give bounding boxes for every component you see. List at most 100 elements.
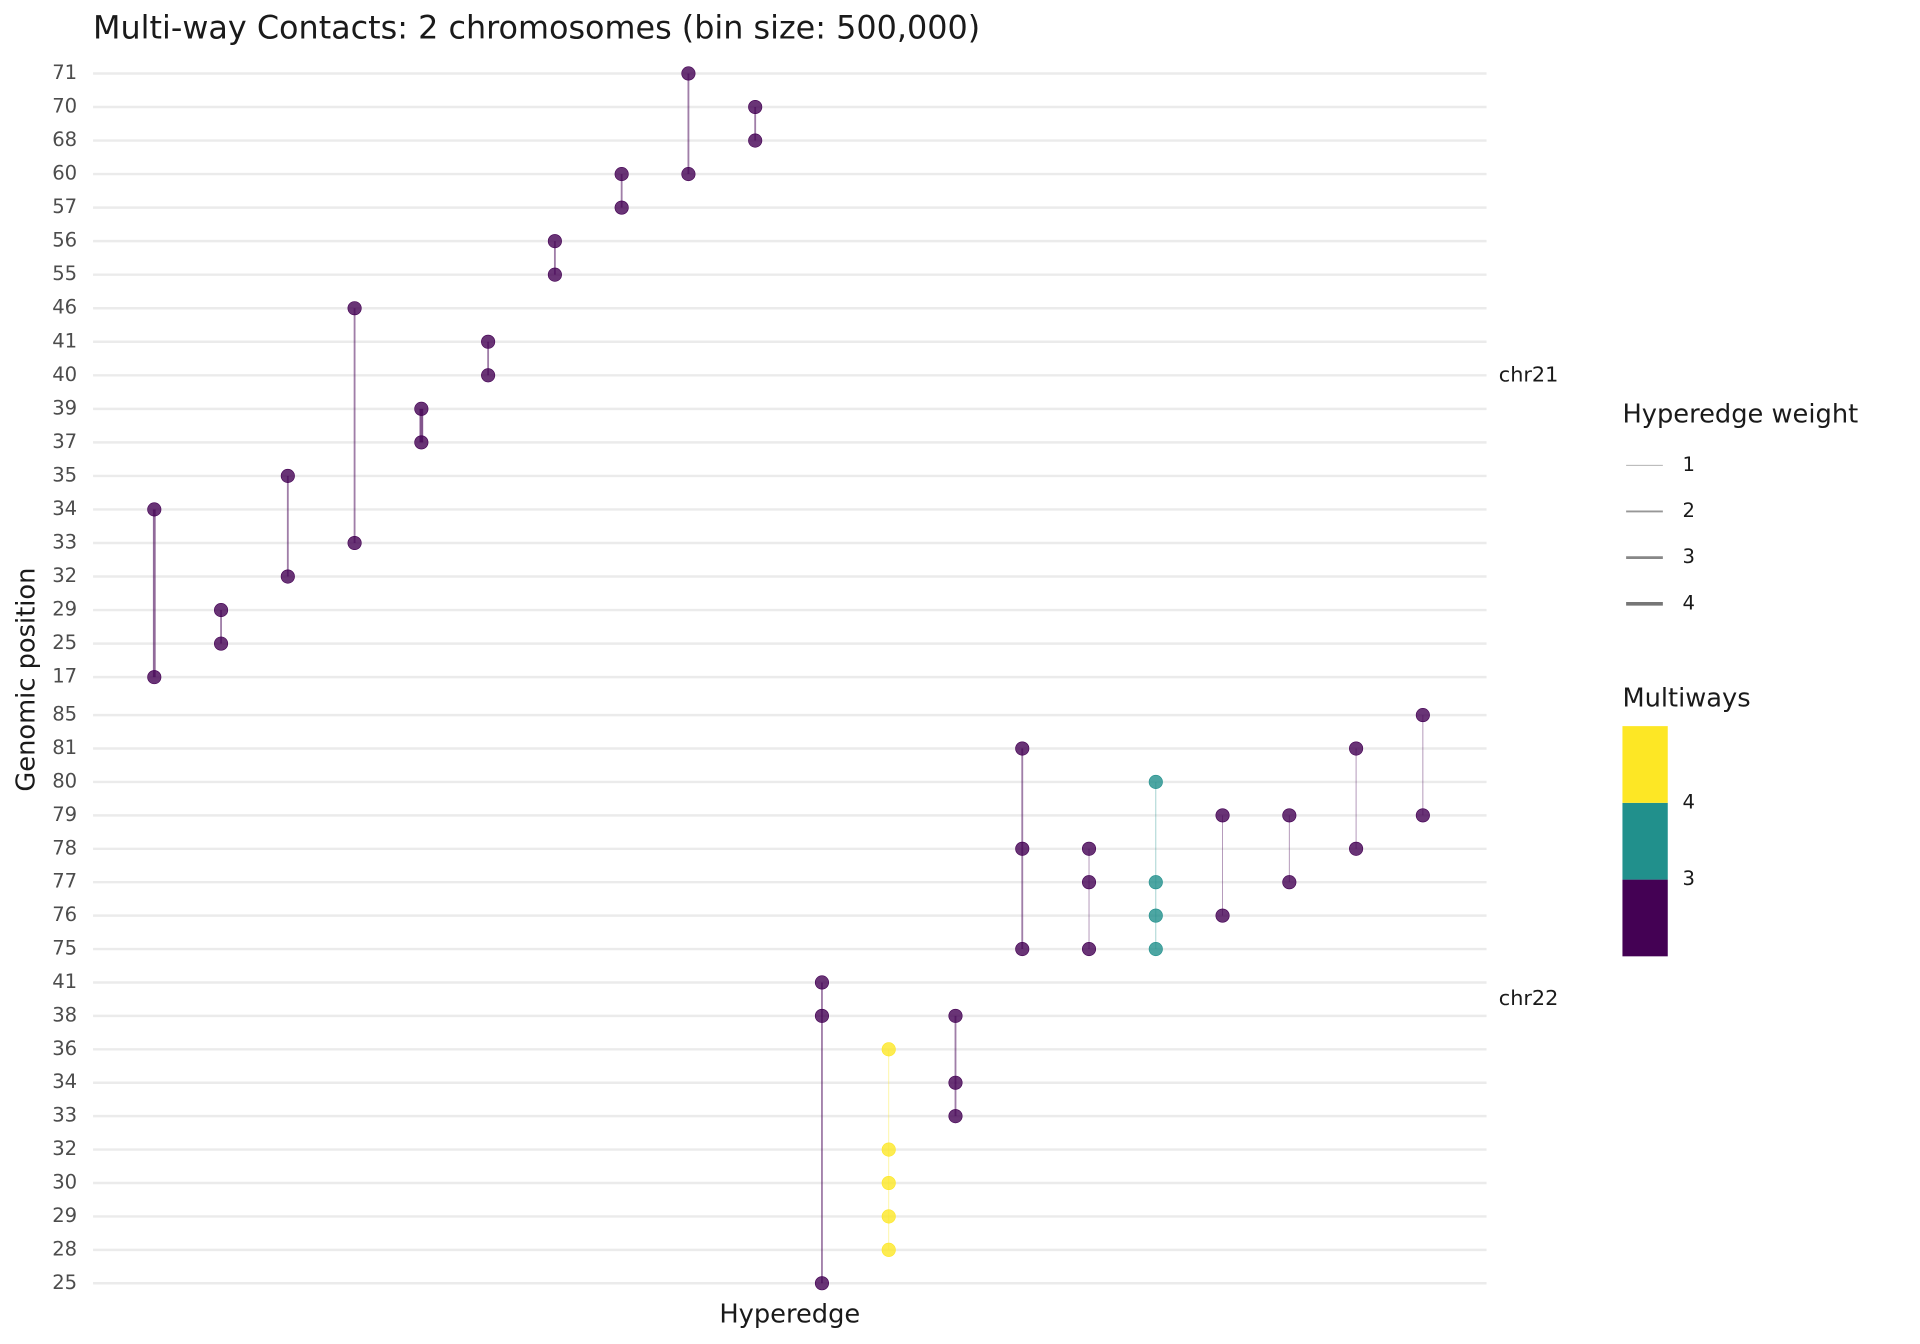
contact-point — [1015, 741, 1030, 756]
contact-point — [1415, 808, 1430, 823]
y-tick-label: 55 — [52, 262, 77, 285]
y-tick-label: 36 — [52, 1037, 77, 1060]
y-tick-label: 25 — [52, 631, 77, 654]
y-tick-label: 80 — [52, 769, 77, 792]
contact-point — [1148, 774, 1163, 789]
y-tick-label: 35 — [52, 463, 77, 486]
strip-label: chr22 — [1499, 986, 1559, 1010]
contact-point — [280, 569, 295, 584]
contact-point — [881, 1242, 896, 1257]
contact-point — [681, 167, 696, 182]
contact-point — [814, 975, 829, 990]
contact-point — [948, 1075, 963, 1090]
y-tick-label: 38 — [52, 1003, 77, 1026]
colorbar-band — [1622, 879, 1668, 957]
contact-point — [1015, 841, 1030, 856]
contact-point — [1081, 942, 1097, 957]
contact-point — [214, 636, 229, 651]
legend-label: 3 — [1682, 545, 1694, 568]
legend-label: 2 — [1682, 499, 1694, 522]
contact-point — [748, 133, 763, 148]
contact-point — [1215, 908, 1230, 923]
y-tick-label: 60 — [52, 162, 77, 185]
contact-point — [147, 502, 162, 517]
contact-point — [614, 200, 629, 215]
contact-point — [1349, 741, 1364, 756]
contact-point — [948, 1109, 963, 1124]
y-tick-label: 37 — [52, 430, 77, 453]
y-tick-label: 32 — [52, 1137, 77, 1160]
contact-point — [1015, 942, 1030, 957]
y-tick-label: 29 — [52, 1204, 77, 1227]
chart-title: Multi-way Contacts: 2 chromosomes (bin s… — [93, 8, 980, 46]
y-tick-label: 33 — [52, 530, 77, 553]
contact-point — [481, 334, 496, 349]
contact-point — [748, 99, 763, 115]
contact-point — [814, 1008, 829, 1023]
y-tick-label: 34 — [52, 497, 77, 520]
contact-point — [814, 1276, 829, 1291]
colorbar-band — [1622, 726, 1668, 803]
contact-point — [147, 670, 162, 685]
y-tick-label: 30 — [52, 1171, 77, 1194]
y-tick-label: 17 — [52, 665, 77, 688]
y-tick-label: 75 — [52, 937, 77, 960]
y-tick-label: 71 — [52, 61, 77, 84]
contact-point — [1349, 841, 1364, 856]
contact-point — [881, 1142, 896, 1157]
contact-point — [614, 167, 629, 182]
y-tick-label: 40 — [52, 363, 77, 386]
x-axis-title: Hyperedge — [719, 1300, 860, 1330]
contact-point — [414, 435, 429, 450]
contact-point — [681, 66, 696, 81]
contact-point — [1148, 908, 1163, 923]
contact-point — [1148, 942, 1163, 957]
contact-point — [881, 1175, 896, 1191]
contact-point — [214, 603, 229, 618]
legend-title: Multiways — [1622, 684, 1750, 714]
strip-label: chr21 — [1499, 362, 1559, 386]
y-tick-label: 70 — [52, 95, 77, 118]
y-tick-label: 29 — [52, 598, 77, 621]
contact-point — [280, 468, 295, 483]
y-tick-label: 85 — [52, 703, 77, 726]
contact-point — [547, 234, 562, 249]
y-tick-label: 56 — [52, 229, 77, 252]
contact-point — [948, 1008, 963, 1023]
y-tick-label: 41 — [52, 970, 77, 993]
contact-point — [1081, 875, 1097, 890]
contact-point — [881, 1209, 896, 1224]
contact-point — [1415, 708, 1430, 723]
contact-point — [1215, 808, 1230, 823]
contact-point — [1148, 875, 1163, 890]
y-tick-label: 57 — [52, 195, 77, 218]
y-tick-label: 77 — [52, 870, 77, 893]
legend-label: 4 — [1682, 790, 1694, 813]
y-tick-label: 39 — [52, 396, 77, 419]
y-tick-label: 76 — [52, 903, 77, 926]
y-tick-label: 33 — [52, 1104, 77, 1127]
y-axis-title: Genomic position — [11, 568, 41, 792]
contact-point — [1282, 875, 1297, 890]
contact-point — [547, 267, 562, 282]
contact-point — [347, 535, 362, 551]
contact-point — [881, 1042, 896, 1057]
legend-label: 3 — [1682, 867, 1694, 890]
contact-point — [1081, 841, 1097, 856]
contact-point — [347, 301, 362, 316]
legend-title: Hyperedge weight — [1622, 400, 1858, 430]
contact-point — [1282, 808, 1297, 823]
y-tick-label: 34 — [52, 1070, 77, 1093]
colorbar-band — [1622, 802, 1668, 880]
y-tick-label: 68 — [52, 128, 77, 151]
contact-point — [414, 401, 429, 416]
y-tick-label: 78 — [52, 836, 77, 859]
y-tick-label: 25 — [52, 1271, 77, 1294]
y-tick-label: 28 — [52, 1237, 77, 1260]
y-tick-label: 79 — [52, 803, 77, 826]
legend-label: 1 — [1682, 453, 1694, 476]
y-tick-label: 32 — [52, 564, 77, 587]
y-tick-label: 41 — [52, 329, 77, 352]
contact-point — [481, 368, 496, 383]
